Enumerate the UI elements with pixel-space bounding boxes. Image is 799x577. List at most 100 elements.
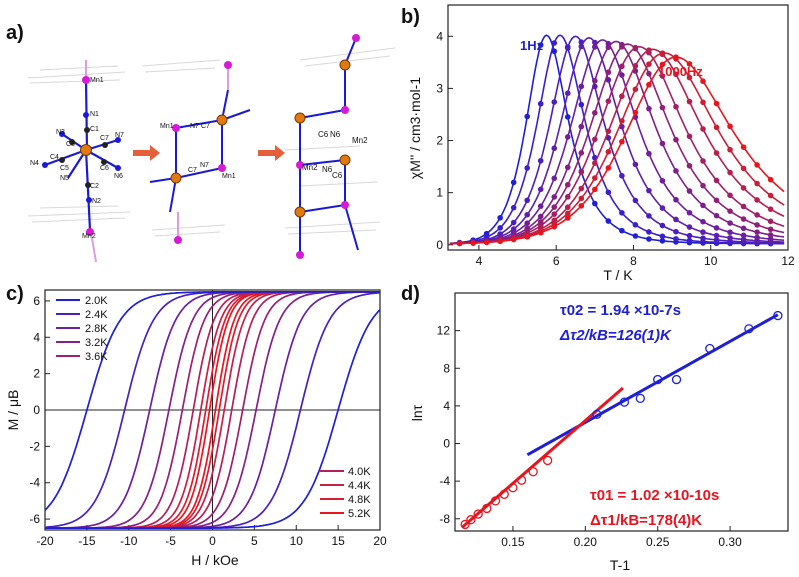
y-tick-label: 2 [436,134,443,148]
data-point [754,222,760,228]
data-point [727,235,733,241]
svg-text:Mn1: Mn1 [160,123,174,130]
legend-label: 4.8K [348,494,371,506]
data-point [744,324,754,334]
data-point [686,237,693,244]
data-point [659,238,666,244]
data-point [605,69,612,76]
x-tick-label: 8 [630,254,637,268]
data-point [537,229,544,236]
data-point [524,165,531,171]
svg-text:N6: N6 [322,165,333,174]
arrow-icon [258,145,285,161]
data-point [460,519,470,530]
data-point [578,203,585,209]
data-point [510,219,517,226]
svg-text:C5: C5 [60,165,69,172]
data-point [564,134,571,140]
data-point [592,110,598,116]
data-point [740,165,747,172]
data-point [619,397,630,407]
y-tick-label: 8 [443,361,450,375]
data-point [671,374,682,385]
data-point [686,162,693,169]
data-point [524,211,531,218]
data-point [564,210,571,217]
data-point [713,225,720,231]
data-point [754,229,760,235]
legend-label: 5.2K [348,508,371,520]
data-point [605,128,612,135]
data-point [510,226,517,232]
y-tick-label: 3 [436,81,443,95]
svg-text:Mn1: Mn1 [222,173,236,180]
x-axis-label-d: T-1 [610,557,630,573]
data-point [686,74,693,81]
y-tick-label: 1 [436,186,443,200]
data-point [740,232,747,239]
data-point [686,98,693,105]
data-point [673,216,679,223]
x-axis-label-b: T / K [603,267,633,283]
data-point [473,509,483,519]
data-point [673,71,679,78]
panel-letter-a: a) [6,22,24,44]
data-point [499,489,509,499]
data-point [754,212,760,218]
svg-text:C6: C6 [332,171,343,180]
data-point [659,222,666,229]
data-point [578,43,585,50]
x-tick-label: 0.20 [574,535,598,549]
svg-text:N7: N7 [115,132,124,139]
data-point [537,42,544,48]
y-tick-label: 2 [33,367,40,381]
x-axis-label-c: H / kOe [191,552,239,568]
data-point [700,202,706,209]
data-point [646,236,652,242]
data-point [632,222,639,228]
y-tick-label: 0 [443,437,450,451]
x-tick-label: -5 [165,534,176,548]
data-point [592,175,598,181]
data-point [713,237,720,243]
plot-frame [454,292,789,532]
data-point [605,218,612,224]
data-point [466,515,476,525]
data-point [497,225,503,231]
data-point [632,44,639,51]
y-tick-label: 6 [33,294,40,308]
data-point [635,393,645,404]
y-tick-label: 4 [443,399,450,413]
data-point [578,150,585,156]
data-point [592,136,598,143]
data-point [619,227,625,234]
data-point [659,50,666,56]
data-point [564,164,571,171]
hysteresis-branch [45,309,381,530]
data-point [592,186,598,193]
y-tick-label: -8 [439,512,450,526]
data-point [592,77,598,84]
y-tick-label: 0 [436,238,443,252]
data-point [564,44,571,50]
data-point [537,219,544,225]
data-point [619,118,625,124]
data-point [551,194,558,200]
data-point [543,455,553,466]
data-point [700,182,706,189]
series-line [449,34,785,245]
legend-label: 3.2K [85,337,108,349]
annotation-tau01: τ01 = 1.02 ×10-10s [590,487,719,504]
data-point [705,343,715,354]
data-point [700,229,706,235]
data-point [727,146,733,153]
data-point [508,483,518,493]
data-point [490,496,501,506]
data-point [646,150,652,157]
data-point [619,138,625,145]
data-point [713,150,720,156]
data-point [497,214,503,221]
svg-text:C3: C3 [66,141,75,148]
data-point [740,144,747,150]
